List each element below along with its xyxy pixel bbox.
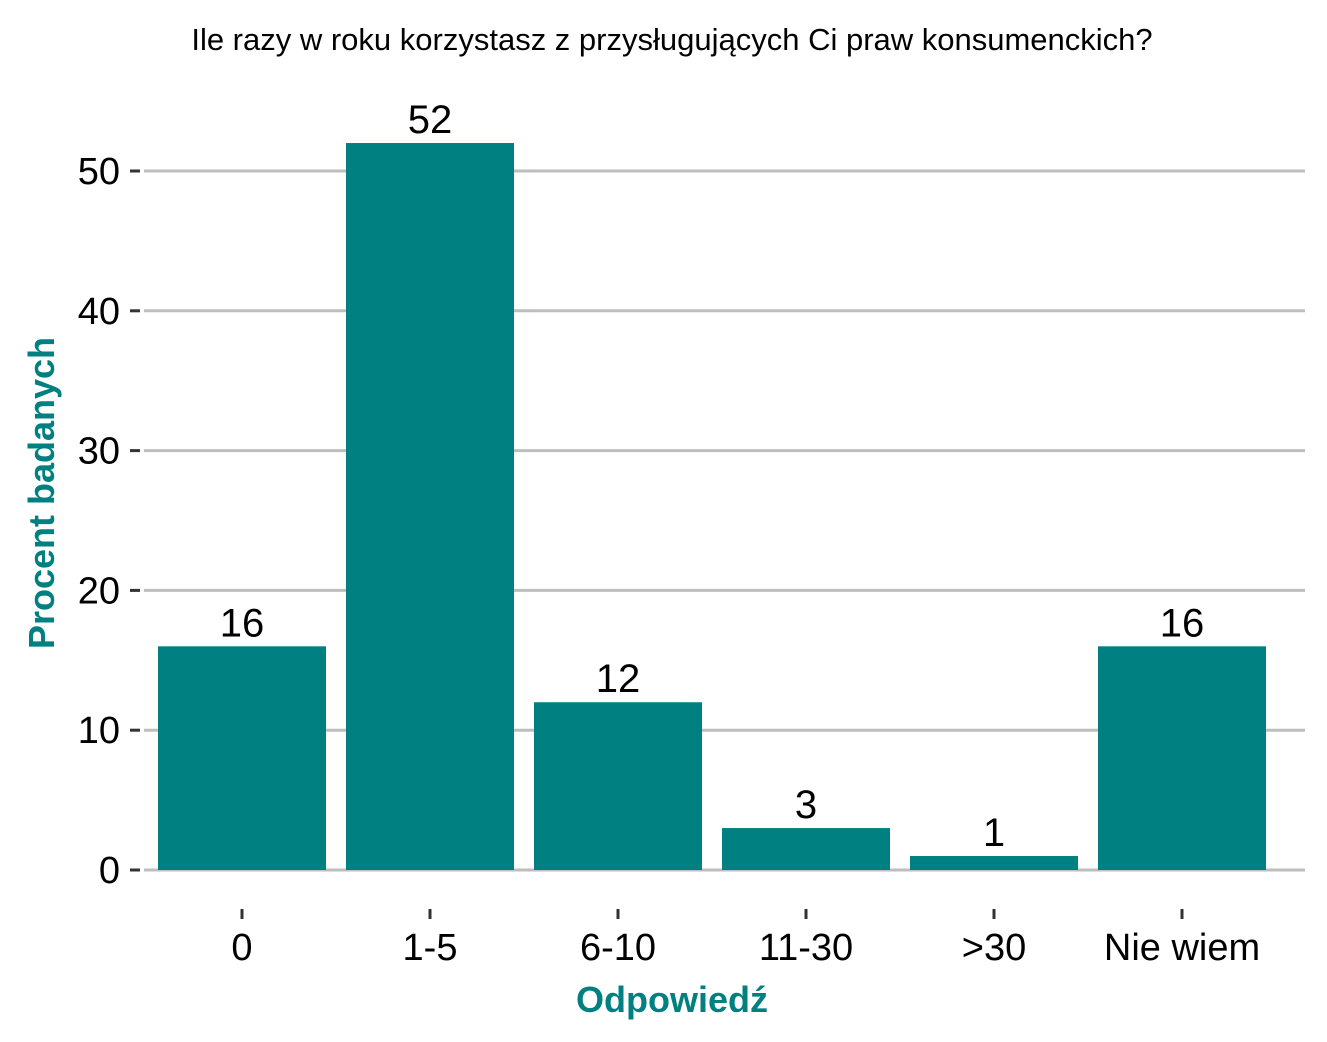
bar: [534, 702, 702, 870]
x-tick-label: 0: [231, 927, 252, 969]
x-tick-label: Nie wiem: [1104, 927, 1260, 969]
y-axis: 0 10 20 30 40 50: [78, 151, 140, 892]
data-label: 16: [1160, 601, 1205, 645]
data-label: 52: [408, 98, 453, 142]
y-tick-label: 10: [78, 710, 120, 752]
data-label: 12: [596, 657, 641, 701]
x-tick-label: >30: [962, 927, 1026, 969]
y-axis-title: Procent badanych: [21, 337, 62, 649]
y-tick-label: 0: [99, 850, 120, 892]
data-label: 16: [220, 601, 265, 645]
bars: [158, 143, 1266, 871]
bar: [158, 646, 326, 870]
chart-title: Ile razy w roku korzystasz z przysługują…: [191, 22, 1152, 57]
bar: [346, 143, 514, 871]
data-label: 1: [983, 811, 1005, 855]
data-labels: 16 52 12 3 1 16: [220, 98, 1205, 855]
y-tick-label: 30: [78, 431, 120, 473]
bar: [722, 828, 890, 870]
x-axis-title: Odpowiedź: [576, 979, 768, 1020]
y-tick-label: 20: [78, 570, 120, 612]
y-tick-label: 40: [78, 291, 120, 333]
x-tick-label: 1-5: [403, 927, 458, 969]
bar: [1098, 646, 1266, 870]
x-axis: 0 1-5 6-10 11-30 >30 Nie wiem: [231, 909, 1260, 969]
x-tick-label: 6-10: [580, 927, 656, 969]
bar: [910, 856, 1078, 870]
data-label: 3: [795, 783, 817, 827]
x-tick-label: 11-30: [759, 927, 853, 969]
y-tick-label: 50: [78, 151, 120, 193]
